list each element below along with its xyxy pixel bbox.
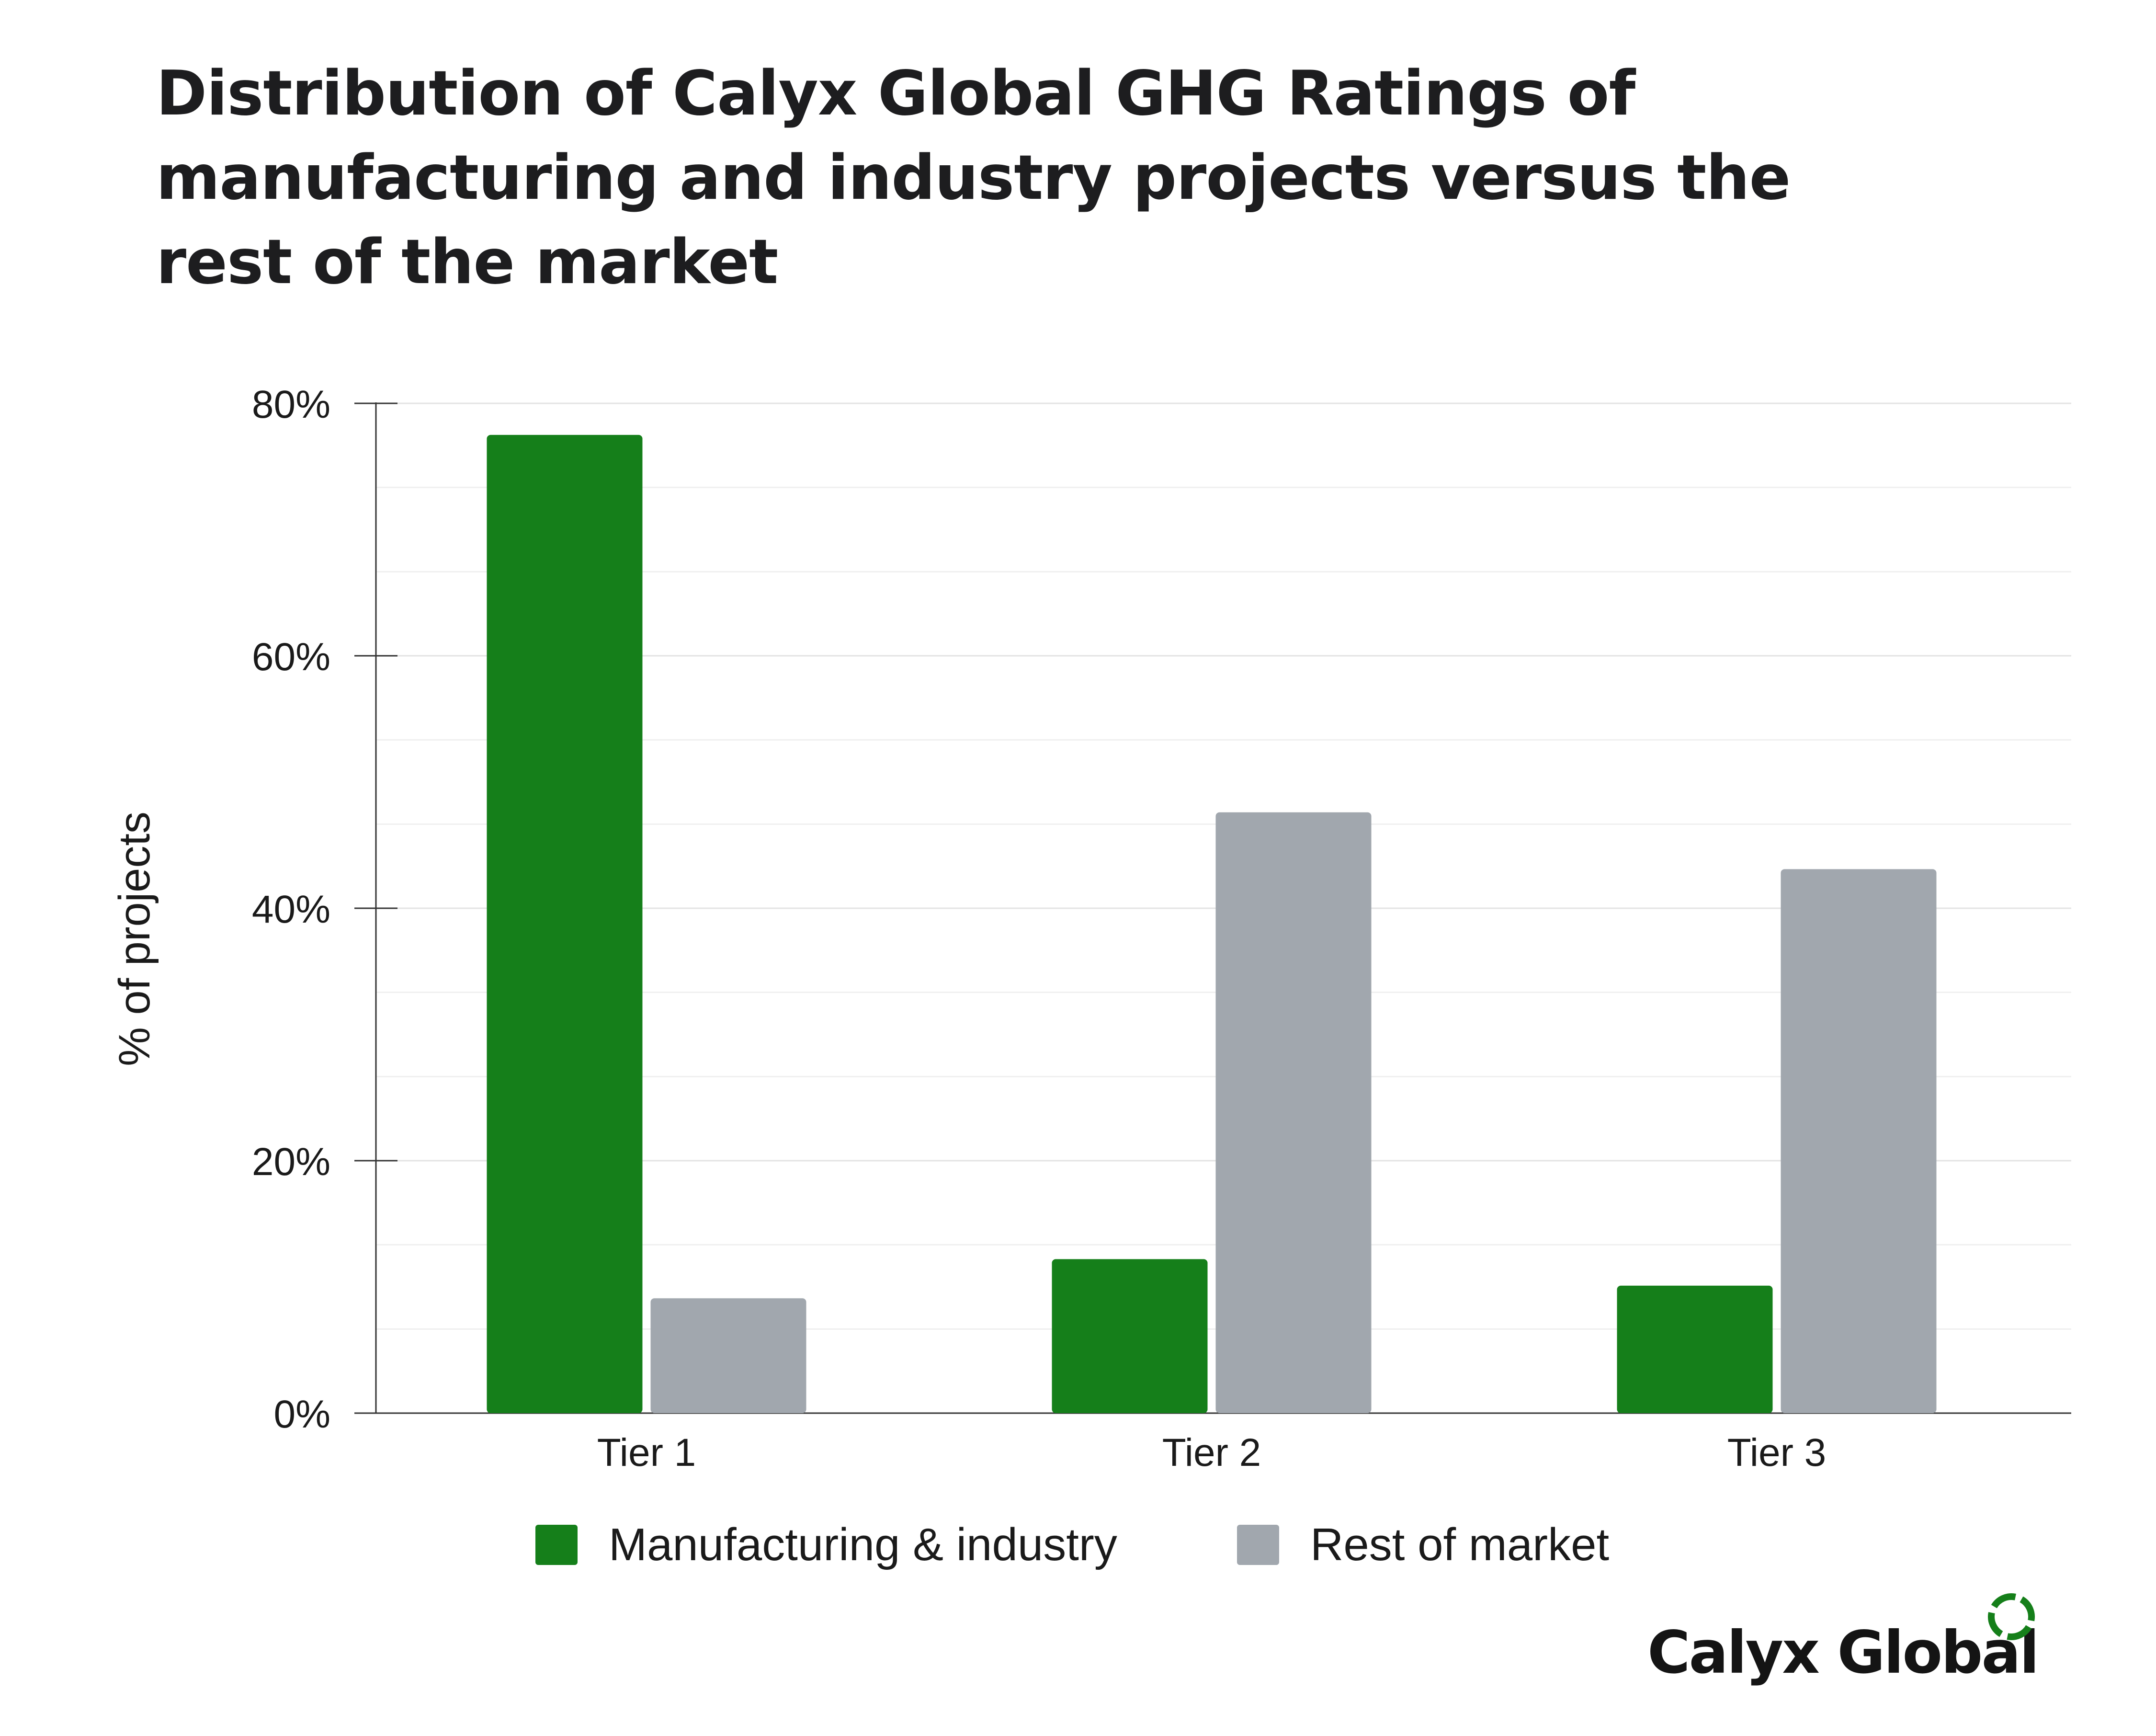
x-axis-ticks: Tier 1 Tier 2 Tier 3 xyxy=(597,1431,1827,1474)
legend-swatch xyxy=(1237,1525,1279,1565)
dashed-ring-icon xyxy=(1988,1593,2035,1640)
bar-rest-of-market-1 xyxy=(650,1298,806,1413)
y-tick-label: 80% xyxy=(252,383,330,426)
legend-label: Rest of market xyxy=(1310,1519,1609,1570)
bar-manufacturing-3 xyxy=(1617,1285,1773,1413)
bar-manufacturing-2 xyxy=(1052,1259,1208,1413)
x-tick-label: Tier 1 xyxy=(597,1431,696,1474)
x-tick-label: Tier 2 xyxy=(1162,1431,1261,1474)
brand-name: Calyx Global xyxy=(1647,1619,2040,1687)
bar-chart: 0% 20% 40% 60% 80% Tier 1 Tier 2 Tier 3 % of p… xyxy=(110,383,2071,1570)
legend: Manufacturing & industry Rest of market xyxy=(535,1519,1609,1570)
y-tick-label: 0% xyxy=(273,1393,330,1436)
y-axis-ticks: 0% 20% 40% 60% 80% xyxy=(252,383,397,1436)
y-axis-label: % of projects xyxy=(110,811,159,1066)
legend-swatch xyxy=(535,1525,578,1565)
y-tick-label: 60% xyxy=(252,635,330,679)
bar-rest-of-market-3 xyxy=(1781,869,1937,1413)
legend-label: Manufacturing & industry xyxy=(609,1519,1117,1570)
brand-logo: Calyx Global xyxy=(1647,1593,2040,1691)
chart-title: Distribution of Calyx Global GHG Ratings… xyxy=(156,58,1791,298)
y-tick-label: 40% xyxy=(252,888,330,931)
bars xyxy=(487,434,1937,1413)
bar-rest-of-market-2 xyxy=(1215,812,1372,1413)
y-tick-label: 20% xyxy=(252,1140,330,1184)
x-tick-label: Tier 3 xyxy=(1727,1431,1827,1474)
bar-manufacturing-1 xyxy=(487,434,643,1413)
